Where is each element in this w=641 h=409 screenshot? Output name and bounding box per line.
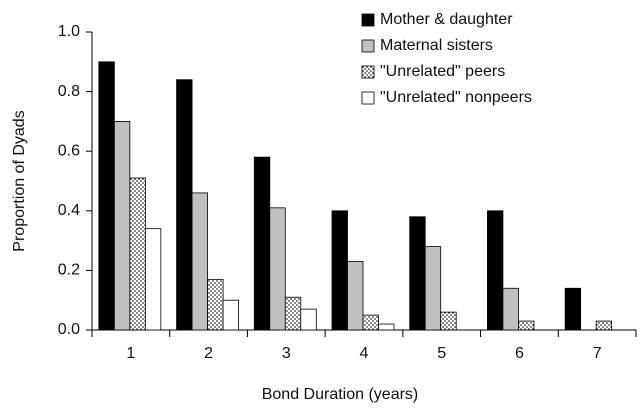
y-tick-label: 0.8 xyxy=(58,83,80,100)
bar xyxy=(98,61,115,331)
bar xyxy=(487,210,504,331)
bar xyxy=(518,320,535,331)
bar xyxy=(207,278,224,331)
legend-label: "Unrelated" peers xyxy=(380,63,505,80)
bar xyxy=(362,314,379,331)
y-tick-label: 0.0 xyxy=(58,321,80,338)
legend-swatch xyxy=(361,39,375,53)
bar xyxy=(269,207,286,331)
x-tick-label: 5 xyxy=(437,345,446,362)
y-tick-label: 1.0 xyxy=(58,23,80,40)
legend-swatch xyxy=(361,65,375,79)
bar xyxy=(378,323,395,331)
bar xyxy=(176,79,193,331)
bar xyxy=(253,156,271,331)
bar xyxy=(564,287,582,331)
bar xyxy=(502,287,519,331)
legend-label: Mother & daughter xyxy=(380,11,513,28)
y-tick-label: 0.2 xyxy=(58,262,80,279)
y-tick-label: 0.4 xyxy=(58,202,80,219)
bar xyxy=(300,308,317,331)
bar xyxy=(113,121,131,331)
bar xyxy=(440,311,457,331)
bar xyxy=(424,246,442,331)
x-axis-label: Bond Duration (years) xyxy=(262,386,419,403)
x-tick-label: 3 xyxy=(282,345,291,362)
bar xyxy=(347,261,364,331)
bar xyxy=(191,192,208,331)
legend-swatch xyxy=(361,91,375,105)
bar xyxy=(129,177,146,331)
bar xyxy=(284,296,302,331)
x-tick-label: 4 xyxy=(360,345,369,362)
bar xyxy=(595,320,613,331)
bar xyxy=(331,210,348,331)
y-tick-label: 0.6 xyxy=(58,142,80,159)
y-axis-label: Proportion of Dyads xyxy=(11,110,28,251)
x-tick-label: 1 xyxy=(126,345,135,362)
bar xyxy=(222,299,239,331)
bar xyxy=(144,228,162,331)
legend-label: Maternal sisters xyxy=(380,37,493,54)
x-tick-label: 2 xyxy=(204,345,213,362)
bar xyxy=(409,216,426,331)
legend-label: "Unrelated" nonpeers xyxy=(380,89,532,106)
legend-swatch xyxy=(361,13,375,27)
x-tick-label: 6 xyxy=(515,345,524,362)
x-tick-label: 7 xyxy=(593,345,602,362)
